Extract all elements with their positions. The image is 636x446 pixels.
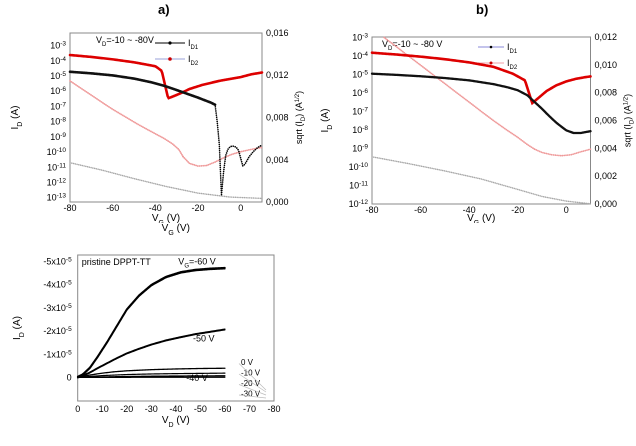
svg-text:-2x10-5: -2x10-5 <box>43 326 72 337</box>
svg-text:-80: -80 <box>267 404 280 414</box>
svg-text:-20: -20 <box>511 205 524 215</box>
svg-text:-10: -10 <box>96 404 109 414</box>
svg-text:VD (V): VD (V) <box>162 415 190 429</box>
svg-text:-50: -50 <box>194 404 207 414</box>
svg-text:10-7: 10-7 <box>50 101 66 112</box>
svg-text:10-3: 10-3 <box>352 32 368 43</box>
svg-text:10-11: 10-11 <box>47 162 66 173</box>
svg-text:-20: -20 <box>120 404 133 414</box>
svg-text:-10 V: -10 V <box>241 369 261 378</box>
svg-text:0: 0 <box>564 205 569 215</box>
svg-text:sqrt (ID) (A1/2): sqrt (ID) (A1/2) <box>623 94 636 147</box>
svg-text:ID1: ID1 <box>507 42 518 55</box>
svg-text:0,016: 0,016 <box>266 28 289 38</box>
svg-text:0 V: 0 V <box>241 358 254 367</box>
svg-text:VG (V): VG (V) <box>467 213 495 223</box>
svg-text:-40: -40 <box>169 404 182 414</box>
svg-text:10-6: 10-6 <box>50 86 66 97</box>
svg-text:10-4: 10-4 <box>352 51 368 62</box>
svg-text:ID (A): ID (A) <box>320 109 334 133</box>
svg-text:VG (V): VG (V) <box>152 213 180 223</box>
svg-text:0: 0 <box>238 203 243 213</box>
svg-text:0,000: 0,000 <box>595 199 618 209</box>
svg-text:10-11: 10-11 <box>349 180 368 191</box>
svg-text:10-13: 10-13 <box>47 192 67 203</box>
svg-text:-20: -20 <box>191 203 204 213</box>
svg-text:10-9: 10-9 <box>352 143 368 154</box>
svg-text:-5x10-5: -5x10-5 <box>43 256 72 266</box>
svg-text:ID2: ID2 <box>188 54 199 67</box>
svg-text:-80: -80 <box>365 205 378 215</box>
svg-text:VD=-10 ~ -80V: VD=-10 ~ -80V <box>96 35 154 48</box>
svg-text:VD=-10 ~ -80 V: VD=-10 ~ -80 V <box>382 39 442 52</box>
svg-text:ID (A): ID (A) <box>10 106 24 130</box>
svg-text:pristine DPPT-TT: pristine DPPT-TT <box>82 257 152 267</box>
svg-text:0,006: 0,006 <box>595 116 618 126</box>
svg-text:-1x10-5: -1x10-5 <box>43 349 72 360</box>
svg-text:-80: -80 <box>63 203 76 213</box>
svg-text:-60: -60 <box>106 203 119 213</box>
svg-text:-60: -60 <box>414 205 427 215</box>
svg-text:0,004: 0,004 <box>266 155 289 165</box>
svg-text:10-6: 10-6 <box>352 87 368 98</box>
svg-text:-30: -30 <box>145 404 158 414</box>
svg-text:10-8: 10-8 <box>50 116 66 127</box>
svg-text:0,002: 0,002 <box>595 171 618 181</box>
svg-text:ID1: ID1 <box>188 38 199 51</box>
svg-text:VG (V): VG (V) <box>162 223 190 237</box>
svg-text:10-4: 10-4 <box>50 55 66 66</box>
svg-text:0,012: 0,012 <box>595 32 618 42</box>
svg-text:10-8: 10-8 <box>352 124 368 135</box>
svg-text:0,012: 0,012 <box>266 70 289 80</box>
svg-text:10-12: 10-12 <box>47 177 67 188</box>
svg-text:0,004: 0,004 <box>595 143 618 153</box>
svg-text:10-3: 10-3 <box>50 40 66 51</box>
svg-text:0: 0 <box>75 404 80 414</box>
svg-text:-4x10-5: -4x10-5 <box>43 279 72 290</box>
svg-text:10-7: 10-7 <box>352 106 368 117</box>
svg-text:0,000: 0,000 <box>266 197 289 207</box>
svg-text:-60: -60 <box>218 404 231 414</box>
svg-text:0,008: 0,008 <box>266 113 289 123</box>
svg-text:10-10: 10-10 <box>47 147 67 158</box>
svg-text:0,008: 0,008 <box>595 88 618 98</box>
svg-text:sqrt (ID) (A1/2): sqrt (ID) (A1/2) <box>294 91 307 144</box>
svg-text:0: 0 <box>67 373 72 383</box>
svg-text:ID (A): ID (A) <box>12 316 26 340</box>
svg-text:10-9: 10-9 <box>50 131 66 142</box>
svg-text:10-10: 10-10 <box>349 161 369 172</box>
svg-text:10-5: 10-5 <box>352 69 368 80</box>
svg-text:0,010: 0,010 <box>595 60 618 70</box>
svg-text:-3x10-5: -3x10-5 <box>43 302 72 313</box>
svg-text:10-5: 10-5 <box>50 71 66 82</box>
svg-text:-70: -70 <box>243 404 256 414</box>
svg-text:ID2: ID2 <box>507 58 518 71</box>
svg-text:-40: -40 <box>149 203 162 213</box>
